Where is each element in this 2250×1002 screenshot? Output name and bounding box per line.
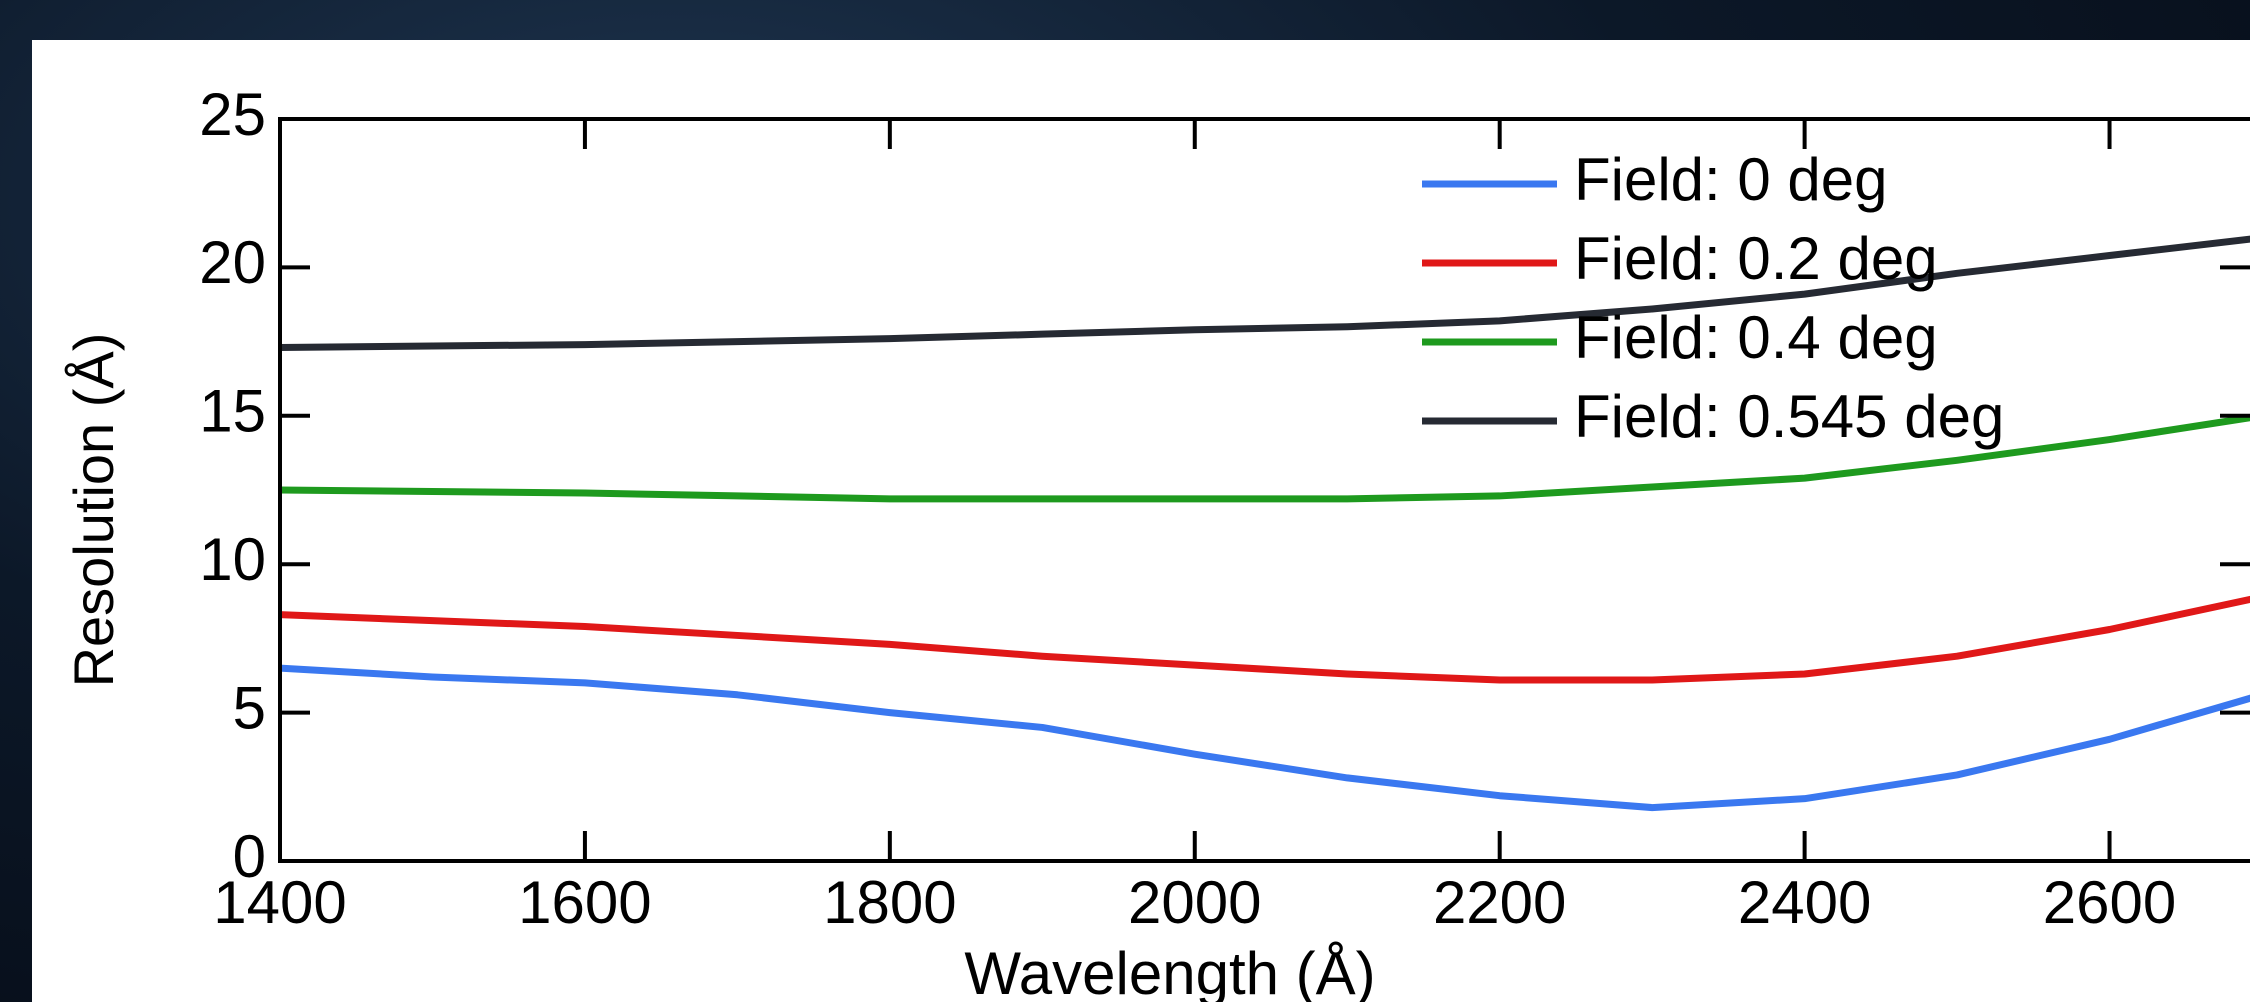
panel [32,40,2250,1002]
y-tick-label: 10 [199,526,266,593]
x-axis-label: Wavelength (Å) [964,940,1375,1002]
x-tick-label: 1600 [518,869,651,936]
series-line [279,414,2250,503]
legend-label: Field: 0.545 deg [1574,383,2004,450]
x-tick-label: 2600 [2043,869,2176,936]
y-tick-label: 20 [199,229,266,296]
x-tick-label: 1400 [213,869,346,936]
y-tick-label: 25 [199,81,266,148]
legend-label: Field: 0 deg [1574,146,1888,213]
y-tick-label: 5 [233,674,266,741]
series-line [279,235,2250,352]
x-tick-label: 2400 [1738,869,1871,936]
y-tick-label: 0 [233,823,266,890]
legend-label: Field: 0.4 deg [1574,304,1938,371]
x-tick-label: 2000 [1128,869,1261,936]
y-axis-label: Resolution (Å) [62,333,125,688]
y-tick-label: 15 [199,378,266,445]
legend-label: Field: 0.2 deg [1574,225,1938,292]
x-tick-label: 2200 [1433,869,1566,936]
x-tick-label: 1800 [823,869,956,936]
series-line [279,664,2250,812]
series-line [279,595,2250,684]
axis-frame [278,117,2250,863]
